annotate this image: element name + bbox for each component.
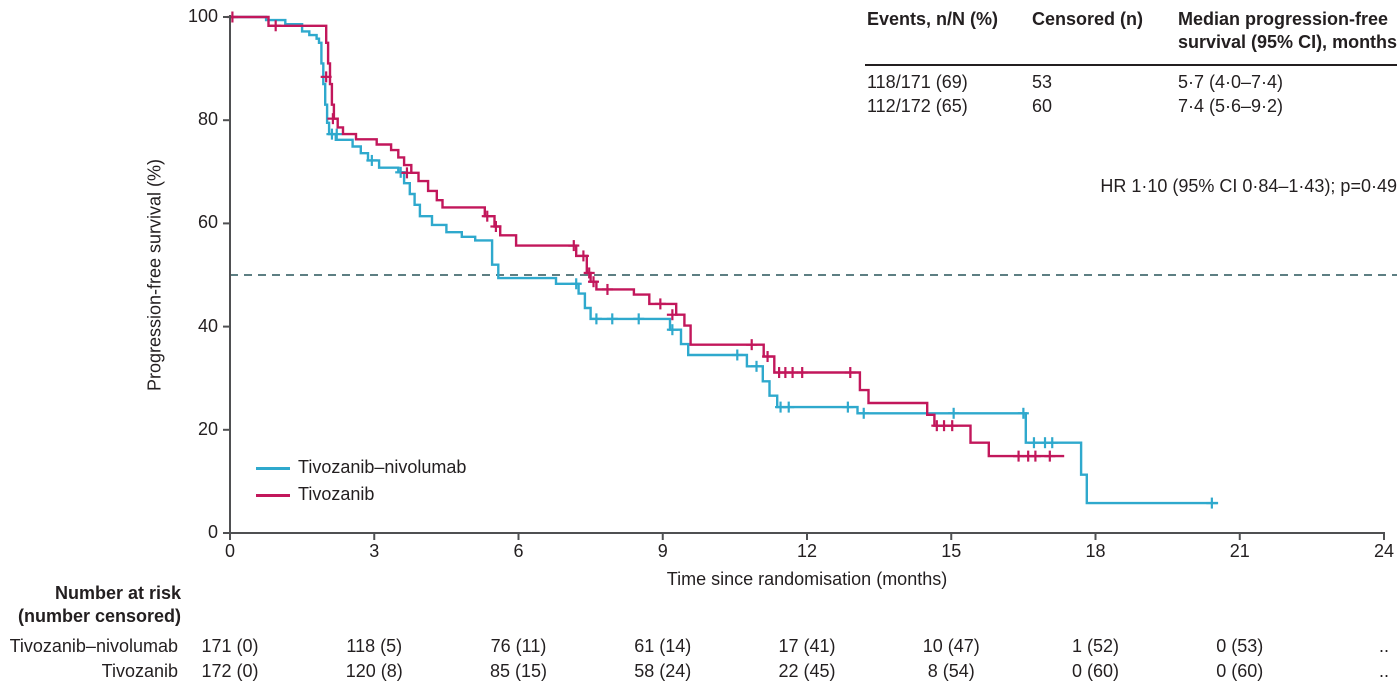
x-tick-label: 18 <box>1085 541 1106 561</box>
risk-cell: 10 (47) <box>922 636 980 656</box>
risk-cell: .. <box>1378 661 1389 681</box>
summary-header-events: Events, n/N (%) <box>867 9 999 29</box>
risk-cell: 171 (0) <box>201 636 259 656</box>
y-tick-label: 0 <box>207 522 218 542</box>
summary-cell: 5·7 (4·0–7·4) <box>1178 72 1284 92</box>
x-tick-label: 21 <box>1229 541 1250 561</box>
risk-cell: 8 (54) <box>927 661 975 681</box>
risk-cell: 1 (52) <box>1071 636 1120 656</box>
x-tick-label: 12 <box>796 541 818 561</box>
y-axis-title: Progression-free survival (%) <box>144 158 165 392</box>
risk-cell: 85 (15) <box>489 661 548 681</box>
risk-cell: 0 (53) <box>1216 636 1264 656</box>
risk-cell: 17 (41) <box>778 636 836 656</box>
y-tick-label: 80 <box>197 109 218 130</box>
x-tick-label: 0 <box>224 541 235 561</box>
risk-table-subtitle: (number censored) <box>17 606 181 626</box>
hazard-ratio-annotation: HR 1·10 (95% CI 0·84–1·43); p=0·49 <box>1100 176 1397 196</box>
y-tick-label: 60 <box>197 212 218 233</box>
risk-cell: 0 (60) <box>1071 661 1120 681</box>
risk-cell: 58 (24) <box>634 661 692 681</box>
risk-cell: 172 (0) <box>201 661 259 681</box>
y-tick-label: 20 <box>197 418 218 439</box>
legend-label: Tivozanib–nivolumab <box>298 457 467 477</box>
x-tick-label: 24 <box>1373 541 1395 561</box>
summary-cell: 7·4 (5·6–9·2) <box>1178 96 1284 116</box>
legend-line-blue <box>256 467 290 470</box>
legend-label: Tivozanib <box>298 484 375 504</box>
x-tick-label: 3 <box>369 541 380 561</box>
y-tick-label: 40 <box>197 315 218 336</box>
risk-cell: 76 (11) <box>490 636 547 656</box>
summary-cell: 53 <box>1032 72 1053 92</box>
risk-table-title: Number at risk <box>54 583 181 603</box>
risk-row-label-tivozanib-nivolumab: Tivozanib–nivolumab <box>9 636 178 656</box>
risk-cell: 118 (5) <box>346 636 403 656</box>
km-curve-tivozanib-nivolumab <box>230 15 1219 505</box>
summary-header-median: Median progression-free survival (95% CI… <box>1178 9 1398 52</box>
summary-cell: 118/171 (69) <box>867 72 968 92</box>
summary-header-censored: Censored (n) <box>1032 9 1144 29</box>
risk-cell: 120 (8) <box>345 661 403 681</box>
legend-line-red <box>256 494 290 497</box>
risk-cell: 0 (60) <box>1216 661 1264 681</box>
risk-cell: .. <box>1378 636 1389 656</box>
x-tick-label: 15 <box>941 541 962 561</box>
summary-table-rule <box>865 64 1397 66</box>
risk-cell: 61 (14) <box>634 636 692 656</box>
y-tick-label: 100 <box>187 6 218 26</box>
x-tick-label: 6 <box>513 541 524 561</box>
summary-cell: 60 <box>1032 96 1053 116</box>
risk-cell: 22 (45) <box>778 661 836 681</box>
summary-cell: 112/172 (65) <box>867 96 968 116</box>
km-curve-tivozanib <box>230 15 1065 458</box>
x-axis-title: Time since randomisation (months) <box>666 569 948 589</box>
x-tick-label: 9 <box>657 541 668 561</box>
risk-row-label-tivozanib: Tivozanib <box>101 661 178 681</box>
